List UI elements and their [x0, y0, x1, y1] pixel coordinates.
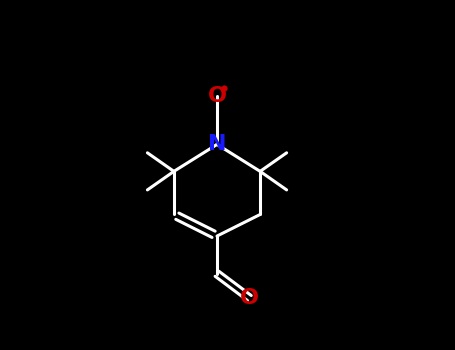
- Text: O: O: [207, 86, 227, 106]
- Text: O: O: [240, 288, 259, 308]
- Text: N: N: [208, 134, 226, 154]
